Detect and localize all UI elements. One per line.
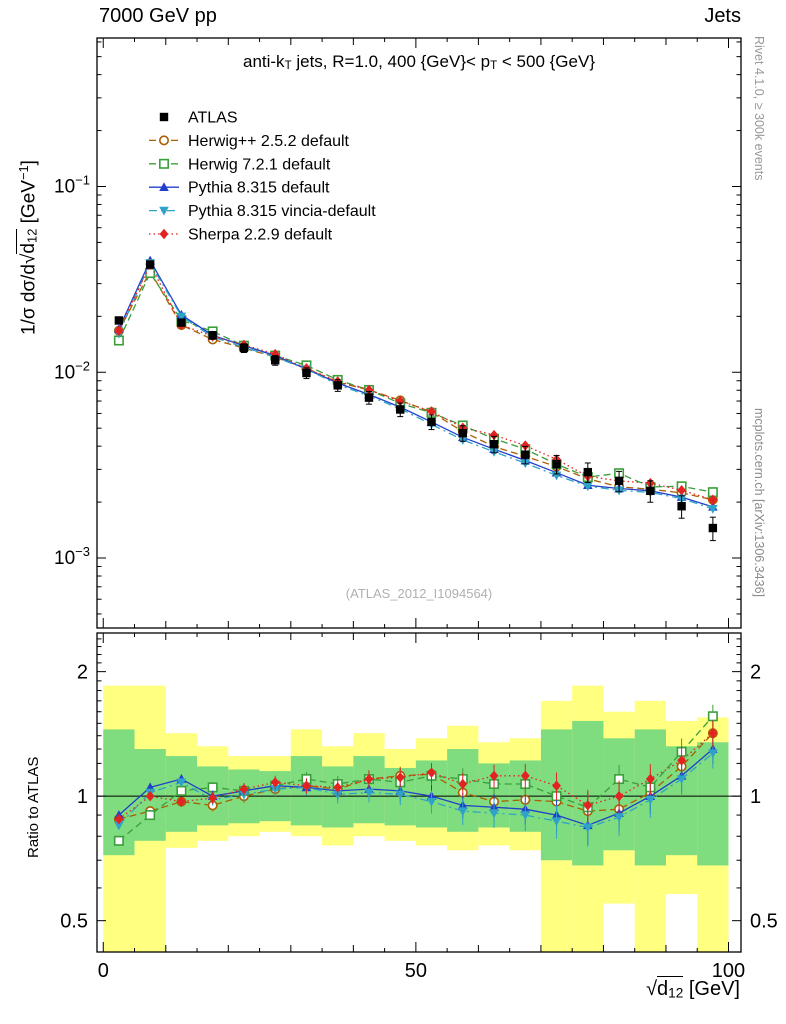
- ratio-y-axis-title: Ratio to ATLAS: [25, 756, 42, 858]
- svg-text:2: 2: [77, 662, 88, 684]
- rivet-version-note: Rivet 4.1.0, ≥ 300k events: [752, 36, 766, 181]
- svg-text:1: 1: [77, 786, 88, 808]
- ratio-panel-frame: [96, 632, 742, 953]
- svg-text:10−3: 10−3: [54, 544, 90, 569]
- series-line: [118, 269, 714, 501]
- series-line: [118, 748, 714, 827]
- svg-text:Sherpa 2.2.9 default: Sherpa 2.2.9 default: [188, 227, 333, 244]
- legend: ATLAS Herwig++ 2.5.2 default Herwig 7.2.1 …: [149, 110, 376, 244]
- svg-text:Herwig 7.2.1 default: Herwig 7.2.1 default: [188, 156, 331, 173]
- svg-text:100: 100: [712, 960, 745, 982]
- panel-frames: [96, 37, 742, 953]
- svg-text:10−1: 10−1: [54, 172, 90, 197]
- svg-text:1: 1: [750, 786, 761, 808]
- svg-text:50: 50: [405, 960, 427, 982]
- plot-title: anti-kT jets, R=1.0, 400 {GeV}< pT < 500…: [242, 52, 596, 73]
- ratio-uncertainty-bands: [97, 685, 741, 952]
- svg-text:2: 2: [750, 662, 761, 684]
- svg-text:0.5: 0.5: [60, 911, 88, 933]
- beam-energy-label: 7000 GeV pp: [99, 5, 217, 27]
- green-band-bin: [103, 729, 135, 856]
- series-line: [118, 732, 714, 820]
- series-line: [118, 715, 714, 842]
- svg-text:ATLAS: ATLAS: [188, 110, 238, 127]
- ratio-series: [113, 704, 718, 847]
- series-line: [118, 752, 714, 829]
- series-line: [118, 259, 714, 508]
- series-line: [118, 732, 714, 820]
- main-panel-frame: [96, 37, 742, 629]
- series-line: [118, 263, 714, 501]
- analysis-group-label: Jets: [704, 5, 741, 27]
- axis-ticks: [97, 38, 741, 952]
- svg-text:Pythia 8.315 vincia-default: Pythia 8.315 vincia-default: [188, 203, 376, 220]
- mcplots-reference-note: mcplots.cern.ch [arXiv:1306.3436]: [752, 408, 766, 597]
- analysis-id-watermark: (ATLAS_2012_I1094564): [345, 586, 493, 601]
- svg-text:10−2: 10−2: [54, 358, 90, 383]
- svg-text:Herwig++ 2.5.2 default: Herwig++ 2.5.2 default: [188, 133, 350, 150]
- svg-text:Pythia 8.315 default: Pythia 8.315 default: [188, 180, 330, 197]
- series-line: [118, 271, 713, 493]
- main-y-axis-title: 1/σ dσ/d√d12 [GeV−1]: [16, 160, 40, 335]
- main-series: [113, 255, 718, 542]
- series-line: [118, 261, 714, 510]
- svg-text:0.5: 0.5: [750, 911, 778, 933]
- svg-text:0: 0: [98, 960, 109, 982]
- x-axis-title: √d12 [GeV]: [646, 976, 740, 1001]
